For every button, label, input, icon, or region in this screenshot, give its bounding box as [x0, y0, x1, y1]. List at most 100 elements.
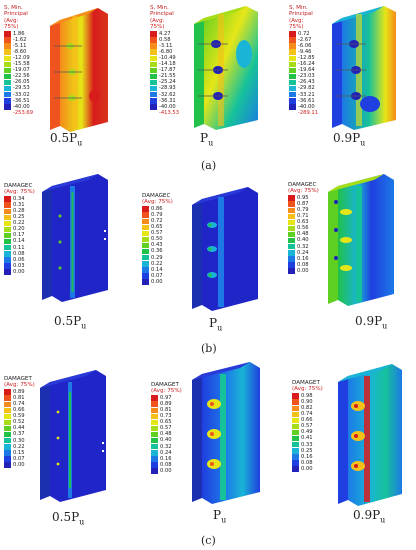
legend-value: 0.49 — [301, 429, 313, 436]
legend-swatch — [292, 405, 299, 411]
legend-entry: 0.40 — [151, 437, 182, 443]
legend-swatch — [292, 454, 299, 460]
legend-entry: -10.49 — [150, 55, 179, 61]
legend-entry: -253.69 — [4, 110, 33, 116]
legend-value: -19.64 — [298, 67, 315, 74]
legend-swatch — [151, 407, 158, 413]
legend-swatch — [4, 214, 11, 220]
legend-entry: 0.07 — [4, 456, 35, 462]
legend-entry: -40.00 — [289, 104, 318, 110]
damagec-model-pu — [192, 187, 258, 311]
legend-value: 0.00 — [297, 267, 309, 274]
legend-entry: -5.11 — [4, 43, 33, 49]
legend-swatch — [150, 67, 157, 74]
legend-swatch — [4, 456, 11, 462]
legend-entry: 0.48 — [151, 431, 182, 437]
legend-entry: 0.25 — [4, 214, 35, 220]
legend-swatch — [292, 399, 299, 405]
legend-value: -14.18 — [159, 61, 176, 68]
legend-entry: 0.74 — [4, 401, 35, 407]
legend-swatch — [288, 237, 295, 244]
legend-rows: 1.86 -1.62 -5.11 -8.60 -12.09 -15.58 -19.07 -22… — [4, 31, 33, 116]
legend-value: -253.69 — [13, 109, 34, 116]
legend-value: 0.07 — [13, 455, 25, 462]
legend-value: 0.89 — [13, 388, 25, 395]
legend-swatch — [151, 456, 158, 462]
legend-entry: -33.21 — [289, 92, 318, 98]
legend-value: -26.05 — [13, 79, 30, 86]
legend-swatch — [289, 43, 296, 49]
legend-b1: DAMAGEC (Avg: 75%) 0.34 0.31 0.28 0.25 0.22 0… — [4, 183, 35, 275]
legend-value: 0.63 — [297, 219, 309, 226]
legend-value: 0.00 — [151, 278, 163, 285]
legend-swatch — [4, 245, 11, 251]
legend-entry: 0.57 — [292, 423, 323, 429]
legend-value: -289.11 — [298, 109, 319, 116]
caption-c: (c) — [201, 534, 216, 547]
legend-value: -36.51 — [13, 97, 30, 104]
legend-swatch — [150, 98, 157, 104]
legend-entry: -6.06 — [289, 43, 318, 49]
legend-swatch — [4, 104, 11, 110]
legend-value: 0.86 — [151, 205, 163, 212]
legend-swatch — [289, 49, 296, 55]
legend-swatch — [292, 429, 299, 436]
legend-entry: 0.52 — [4, 419, 35, 425]
legend-value: 0.11 — [13, 244, 25, 251]
legend-entry: 0.58 — [150, 37, 179, 43]
damaget-model-0.9pu — [338, 364, 402, 506]
damaget-model-0.5pu — [40, 370, 106, 502]
legend-swatch — [4, 425, 11, 432]
legend-value: 0.00 — [13, 268, 25, 275]
legend-entry: -14.18 — [150, 61, 179, 67]
legend-value: 0.57 — [160, 425, 172, 432]
legend-swatch — [142, 230, 149, 237]
legend-entry: 0.00 — [288, 268, 319, 274]
legend-title: S, Min. Principal — [150, 5, 174, 18]
legend-value: -29.82 — [298, 85, 315, 92]
load-label-b2: Pu — [209, 316, 223, 333]
legend-entry: 0.73 — [151, 413, 182, 419]
legend-value: 0.89 — [160, 400, 172, 407]
legend-swatch — [4, 92, 11, 98]
caption-b: (b) — [201, 342, 217, 355]
legend-entry: 0.44 — [4, 425, 35, 431]
stress-model-0.5pu — [50, 8, 108, 132]
legend-value: 0.43 — [151, 242, 163, 249]
legend-entry: -33.02 — [4, 92, 33, 98]
legend-entry: 0.31 — [4, 202, 35, 208]
legend-value: 0.20 — [13, 226, 25, 233]
legend-entry: -36.61 — [289, 98, 318, 104]
legend-value: 0.40 — [297, 237, 309, 244]
legend-swatch — [151, 431, 158, 438]
legend-entry: 0.72 — [142, 218, 173, 224]
legend-swatch — [142, 273, 149, 279]
legend-swatch — [151, 419, 158, 426]
legend-entry: -19.64 — [289, 67, 318, 73]
legend-swatch — [4, 257, 11, 263]
legend-entry: 0.00 — [151, 468, 182, 474]
legend-value: -26.43 — [298, 79, 315, 86]
legend-swatch — [289, 98, 296, 104]
legend-entry: 0.95 — [288, 195, 319, 201]
legend-value: -1.62 — [13, 36, 27, 43]
legend-swatch — [150, 49, 157, 55]
legend-entry: -17.87 — [150, 67, 179, 73]
legend-entry: 0.89 — [4, 389, 35, 395]
legend-swatch — [4, 419, 11, 426]
legend-value: -21.55 — [159, 73, 176, 80]
legend-entry: -16.24 — [289, 61, 318, 67]
legend-entry: 0.24 — [151, 450, 182, 456]
legend-value: 0.14 — [151, 266, 163, 273]
legend-swatch — [142, 267, 149, 273]
legend-value: -40.00 — [13, 103, 30, 110]
legend-swatch — [4, 31, 11, 37]
legend-entry: 0.74 — [292, 411, 323, 417]
legend-swatch — [4, 413, 11, 420]
legend-value: 0.65 — [160, 419, 172, 426]
legend-entry: 0.00 — [4, 462, 35, 468]
legend-value: 0.50 — [151, 236, 163, 243]
legend-value: 0.48 — [297, 231, 309, 238]
legend-value: 0.71 — [297, 213, 309, 220]
legend-value: 0.81 — [160, 407, 172, 413]
